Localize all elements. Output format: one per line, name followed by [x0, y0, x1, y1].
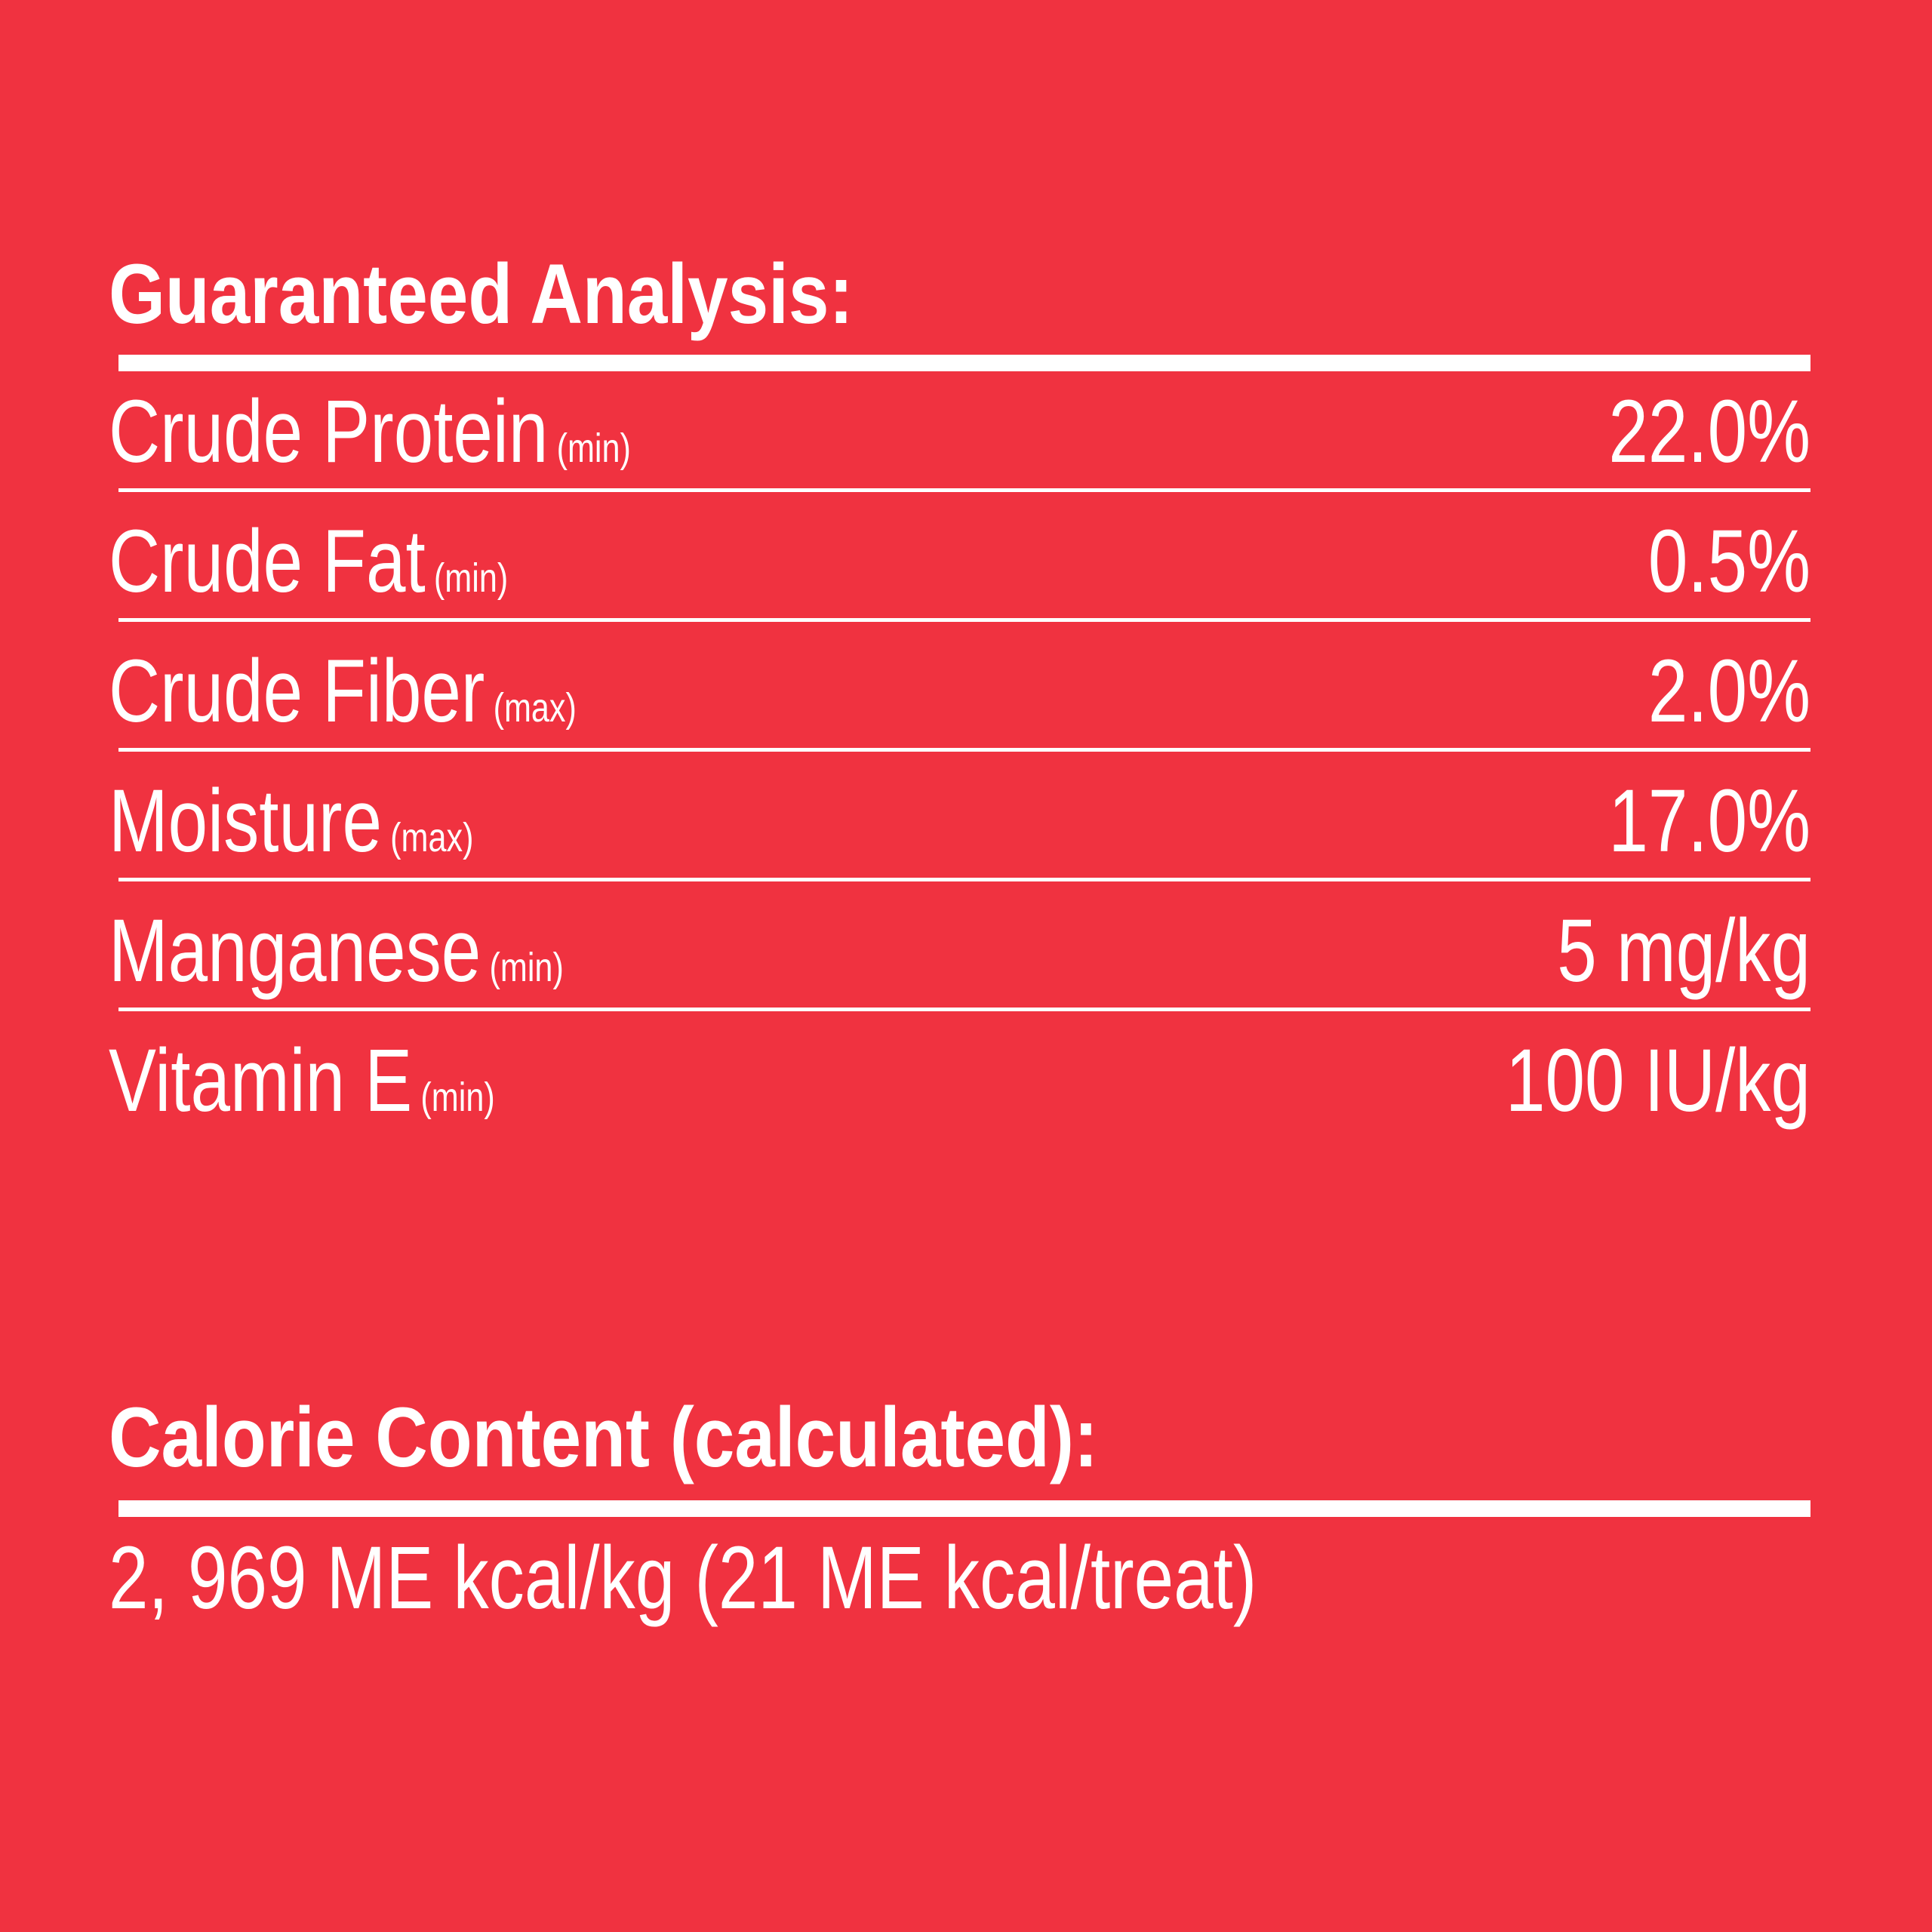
row-value: 17.0% — [1608, 771, 1810, 871]
section-title: Guaranteed Analysis: — [109, 247, 854, 341]
row-label: Crude Protein (min) — [109, 381, 631, 481]
nutrient-name: Manganese — [109, 900, 481, 1001]
calorie-text: 2, 969 ME kcal/kg (21 ME kcal/treat) — [109, 1527, 1257, 1628]
row-separator — [118, 488, 1810, 492]
qualifier: (min) — [434, 556, 508, 601]
thick-rule — [118, 355, 1810, 371]
nutrient-name: Crude Fat — [109, 511, 426, 611]
row-label: Moisture (max) — [109, 771, 473, 871]
qualifier: (min) — [557, 426, 631, 472]
row-separator — [118, 1008, 1810, 1011]
qualifier: (min) — [420, 1075, 494, 1121]
row-label: Crude Fat (min) — [109, 511, 508, 611]
row-label: Vitamin E (min) — [109, 1030, 495, 1131]
row-separator — [118, 878, 1810, 881]
row-value: 0.5% — [1648, 511, 1810, 611]
row-separator — [118, 618, 1810, 622]
row-value: 22.0% — [1608, 381, 1810, 481]
row-value: 5 mg/kg — [1557, 900, 1810, 1001]
nutrient-name: Crude Protein — [109, 381, 548, 481]
row-label: Crude Fiber (max) — [109, 641, 577, 741]
section-title: Calorie Content (calculated): — [109, 1390, 1098, 1484]
nutrient-name: Vitamin E — [109, 1030, 412, 1131]
row-label: Manganese (min) — [109, 900, 564, 1001]
row-value: 100 IU/kg — [1506, 1030, 1810, 1131]
qualifier: (max) — [390, 816, 473, 861]
qualifier: (min) — [489, 946, 563, 991]
nutrient-name: Crude Fiber — [109, 641, 485, 741]
row-separator — [118, 748, 1810, 752]
qualifier: (max) — [494, 686, 577, 731]
nutrient-name: Moisture — [109, 771, 382, 871]
thick-rule — [118, 1500, 1810, 1517]
row-value: 2.0% — [1648, 641, 1810, 741]
